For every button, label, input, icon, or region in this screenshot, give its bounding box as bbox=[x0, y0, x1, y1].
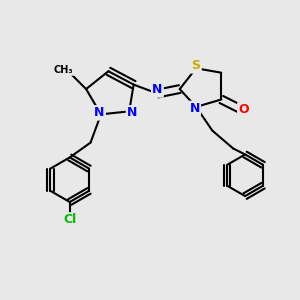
Text: N: N bbox=[152, 83, 163, 97]
Text: N: N bbox=[127, 106, 137, 119]
Text: CH₃: CH₃ bbox=[54, 65, 74, 75]
Text: Cl: Cl bbox=[63, 213, 76, 226]
Text: N: N bbox=[94, 106, 105, 119]
Text: N: N bbox=[189, 102, 200, 115]
Text: S: S bbox=[192, 59, 201, 72]
Text: O: O bbox=[238, 103, 249, 116]
